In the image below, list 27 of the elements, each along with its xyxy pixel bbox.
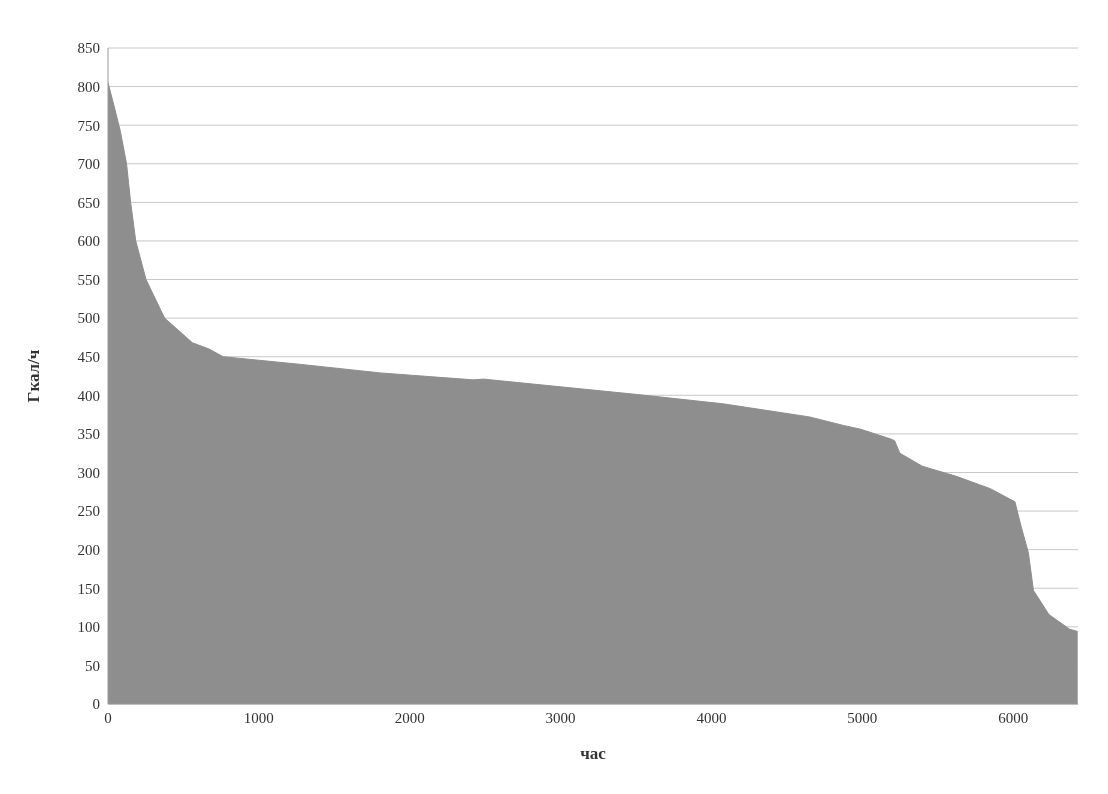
y-tick-label: 400	[77, 387, 100, 404]
x-tick-label: 3000	[545, 709, 576, 726]
x-tick-label: 1000	[243, 709, 274, 726]
x-tick-label: 6000	[998, 709, 1029, 726]
y-axis-title: Гкал/ч	[24, 349, 44, 403]
y-tick-label: 200	[77, 541, 100, 558]
x-axis-title: час	[580, 744, 607, 763]
y-tick-label: 150	[77, 580, 100, 597]
y-tick-label: 50	[85, 657, 100, 674]
y-tick-label: 250	[77, 503, 100, 520]
y-tick-label: 650	[77, 194, 100, 211]
y-tick-label: 350	[77, 426, 100, 443]
y-tick-label: 550	[77, 271, 100, 288]
y-tick-label: 450	[77, 349, 100, 366]
x-tick-label: 2000	[394, 709, 425, 726]
y-tick-label: 850	[77, 40, 100, 57]
y-tick-label: 500	[77, 310, 100, 327]
y-tick-label: 100	[77, 619, 100, 636]
x-tick-label: 5000	[847, 709, 878, 726]
x-tick-label: 0	[104, 709, 112, 726]
y-tick-label: 300	[77, 464, 100, 481]
y-tick-label: 0	[92, 696, 100, 713]
y-tick-label: 800	[77, 78, 100, 95]
y-tick-label: 600	[77, 233, 100, 250]
y-tick-label: 700	[77, 156, 100, 173]
x-tick-label: 4000	[696, 709, 727, 726]
y-tick-label: 750	[77, 117, 100, 134]
